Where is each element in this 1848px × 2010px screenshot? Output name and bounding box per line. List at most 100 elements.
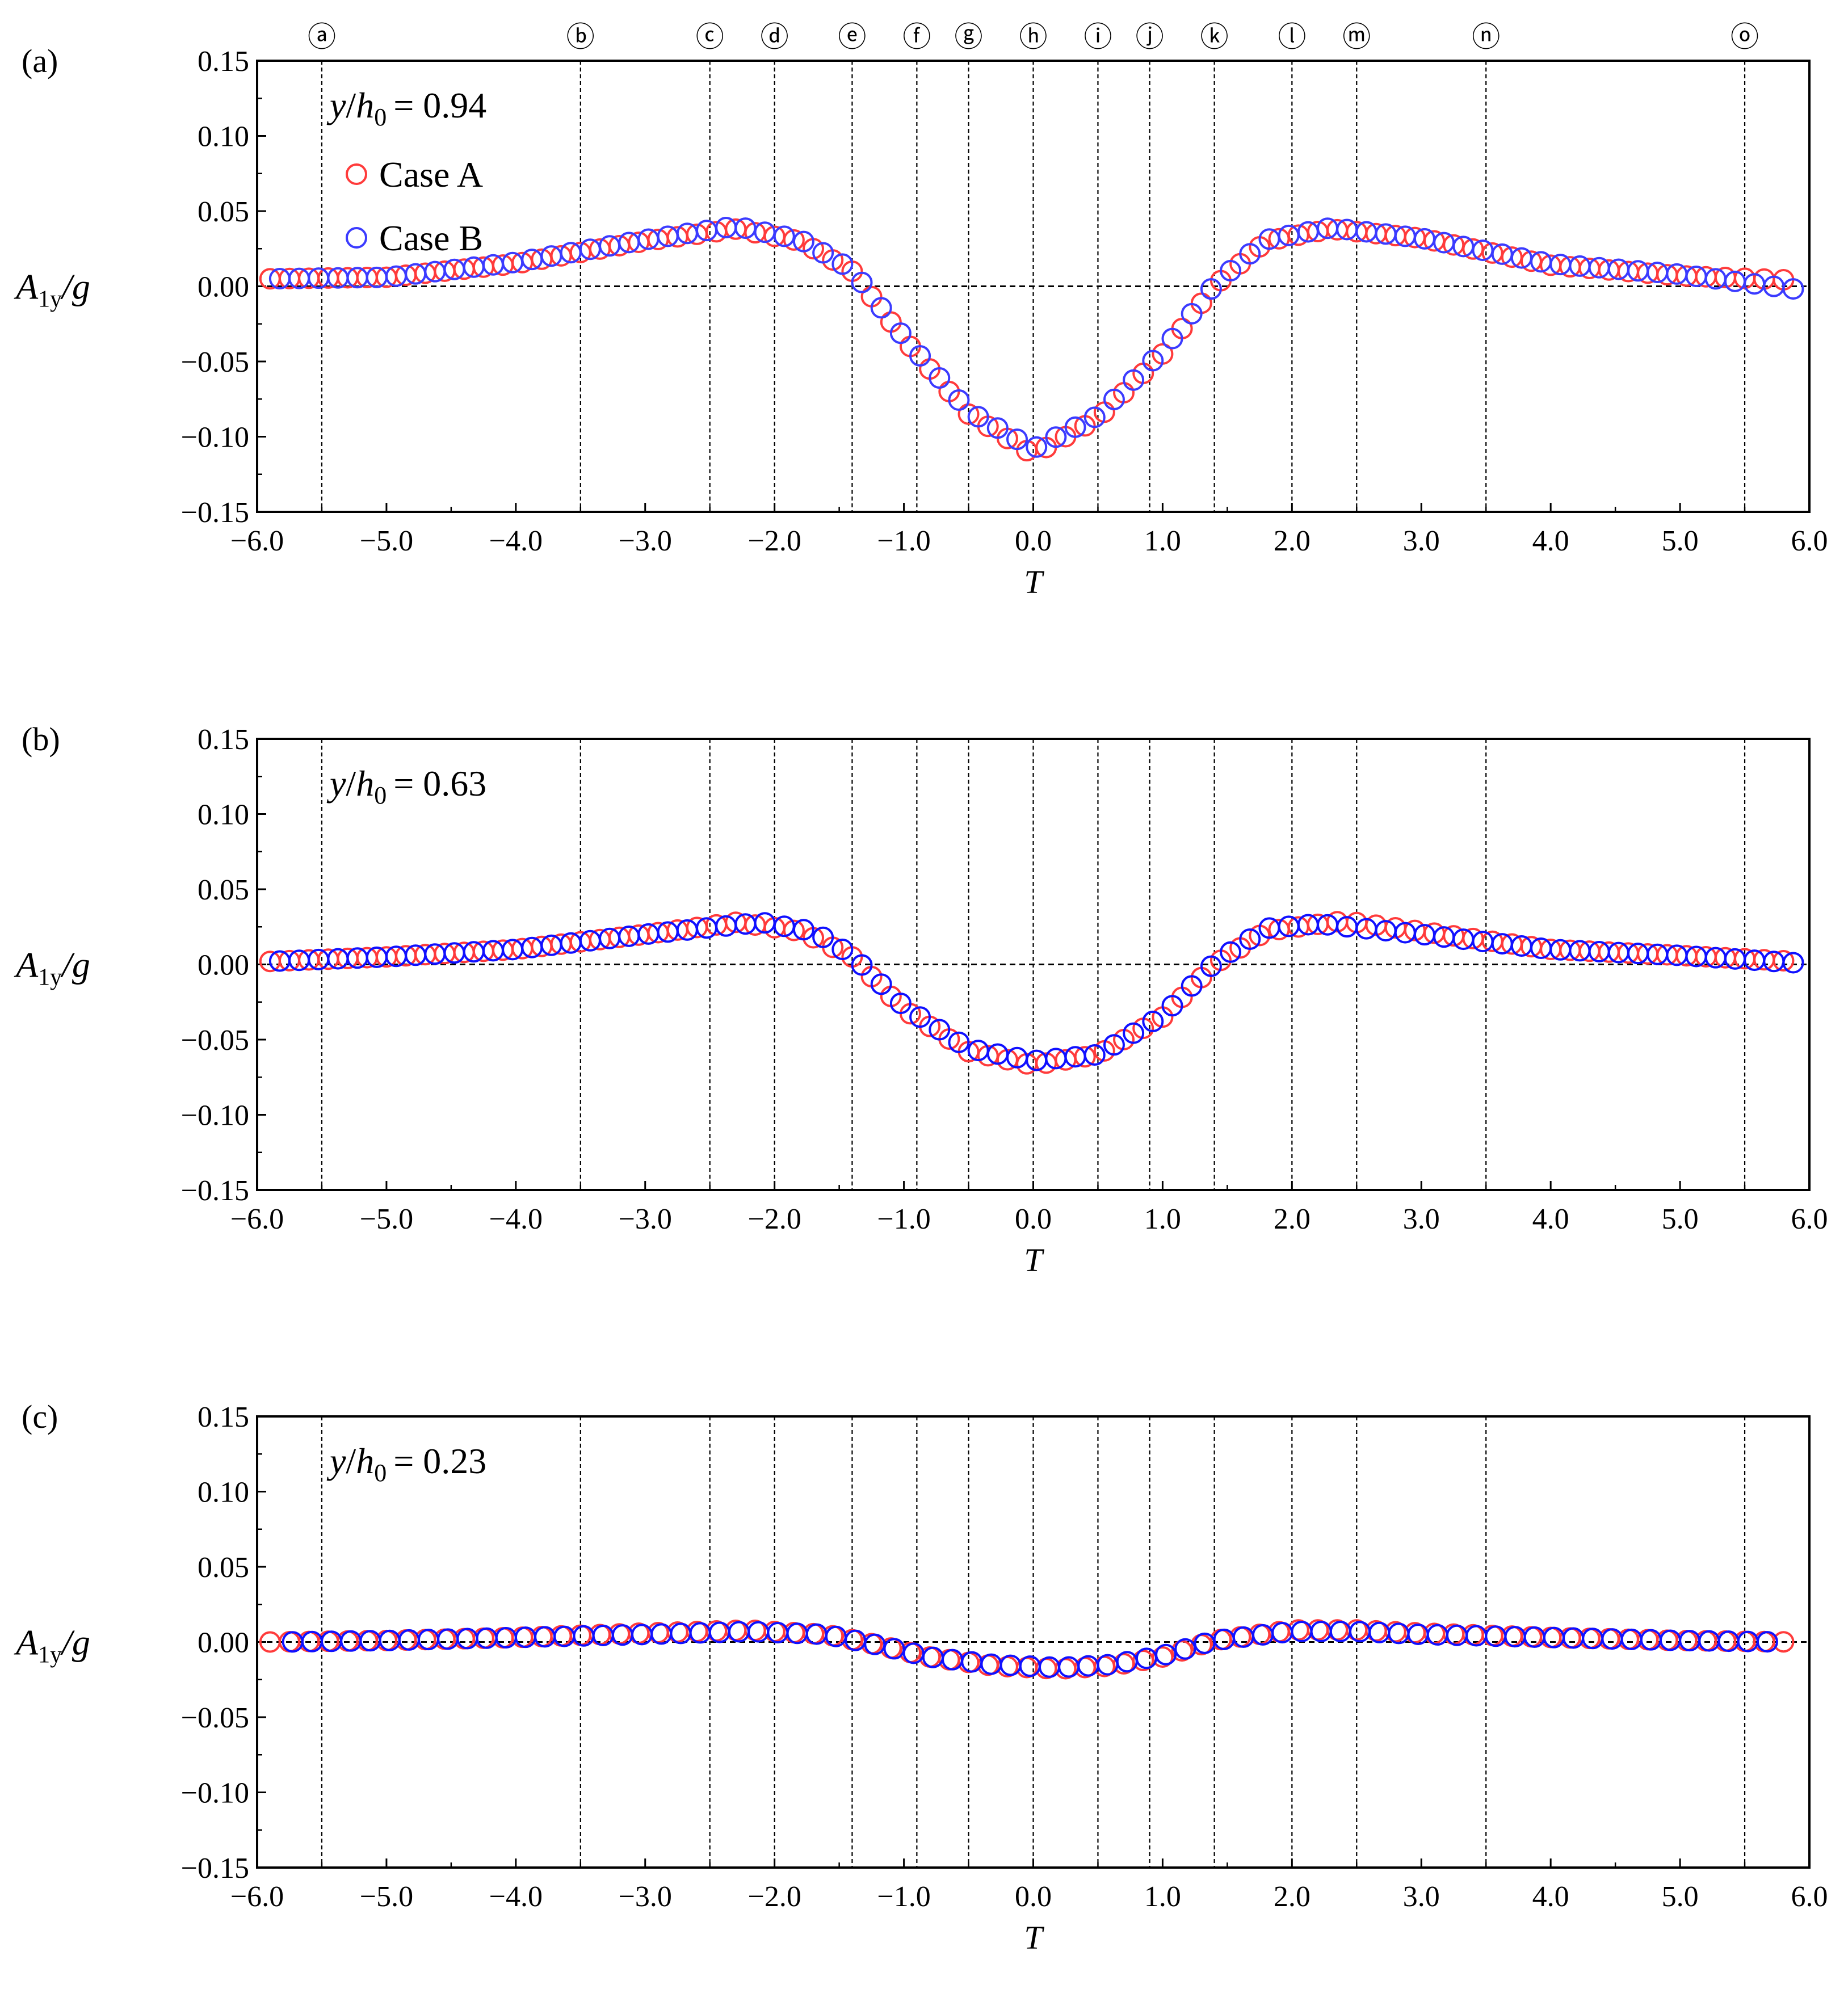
- y-tick-label: 0.05: [198, 874, 249, 906]
- data-point: [1773, 950, 1795, 972]
- event-marker-label: ⓜ: [1342, 21, 1371, 53]
- series-case-b: [268, 217, 1804, 458]
- data-point: [831, 253, 854, 275]
- y-axis-title-sub: 1y: [38, 1642, 62, 1668]
- x-tick-label: 5.0: [1662, 1881, 1699, 1913]
- y-axis-title-main: A: [14, 945, 39, 985]
- x-tick-label: −1.0: [877, 1881, 930, 1913]
- x-tick-label: −4.0: [489, 525, 543, 557]
- data-point: [783, 229, 805, 251]
- event-marker-label: ⓞ: [1731, 21, 1759, 53]
- annotation: y/h0 = 0.23: [326, 1441, 486, 1487]
- legend-marker: [346, 163, 367, 185]
- y-tick-label: 0.15: [198, 45, 249, 78]
- y-tick-label: 0.00: [198, 1627, 249, 1659]
- y-tick-label: 0.15: [198, 1401, 249, 1433]
- y-axis-title-sub: 1y: [38, 965, 62, 991]
- data-point: [870, 297, 892, 319]
- data-point: [1083, 406, 1106, 428]
- panel-a: 0.150.100.050.00−0.05−0.10−0.15−6.0 −5.0−…: [14, 43, 1828, 600]
- x-tick-label: 2.0: [1274, 1203, 1311, 1235]
- data-point: [812, 926, 834, 948]
- annotation-value: = 0.94: [393, 85, 486, 125]
- data-point: [1074, 1046, 1096, 1068]
- x-axis-title: T: [1024, 1242, 1044, 1279]
- data-point: [909, 1006, 931, 1028]
- data-point: [1155, 1643, 1177, 1666]
- data-point: [1006, 428, 1028, 451]
- annotation-sub: 0: [374, 781, 387, 809]
- data-point: [889, 993, 912, 1015]
- annotation-slash: /: [346, 1441, 356, 1481]
- data-point: [1773, 1631, 1795, 1653]
- data-point: [870, 973, 892, 995]
- data-point: [948, 389, 970, 411]
- data-point: [1123, 1022, 1145, 1044]
- x-tick-label: 0.0: [1015, 1881, 1052, 1913]
- data-point: [1239, 243, 1261, 265]
- x-tick-label: −3.0: [619, 525, 672, 557]
- y-tick-label: −0.15: [181, 497, 249, 529]
- y-axis-title-tail: /g: [60, 945, 90, 985]
- annotation-sub: 0: [374, 103, 387, 131]
- data-point: [1782, 278, 1804, 300]
- data-point: [1064, 416, 1086, 438]
- legend-entry: Case B: [379, 218, 483, 258]
- data-point: [1220, 260, 1242, 282]
- data-point: [889, 322, 912, 344]
- y-tick-label: 0.05: [198, 1551, 249, 1584]
- y-tick-label: −0.10: [181, 1100, 249, 1132]
- x-tick-label: 2.0: [1274, 1881, 1311, 1913]
- panel-c: 0.150.100.050.00−0.05−0.10−0.15−6.0 −5.0−…: [14, 1398, 1828, 1956]
- y-axis-title-tail: /g: [60, 267, 90, 307]
- annotation-slash: /: [346, 763, 356, 804]
- y-tick-label: 0.10: [198, 799, 249, 831]
- y-tick-label: 0.00: [198, 949, 249, 982]
- y-tick-label: 0.15: [198, 724, 249, 756]
- y-tick-label: 0.05: [198, 196, 249, 228]
- event-marker-label: ⓗ: [1019, 21, 1048, 53]
- data-point: [1083, 1044, 1106, 1066]
- x-tick-label: −2.0: [748, 1203, 801, 1235]
- x-tick-label: −2.0: [748, 525, 801, 557]
- y-tick-label: −0.05: [181, 1024, 249, 1057]
- event-marker-label: ⓓ: [761, 21, 789, 53]
- x-tick-label: 4.0: [1532, 1203, 1569, 1235]
- data-point: [851, 271, 873, 293]
- annotation: y/h0 = 0.63: [326, 763, 486, 809]
- legend-marker: [346, 227, 367, 249]
- data-point: [1756, 1631, 1778, 1653]
- event-marker-label: ⓙ: [1136, 21, 1164, 53]
- series-case-b: [282, 1620, 1778, 1678]
- data-point: [948, 1031, 970, 1053]
- x-tick-label: −4.0: [489, 1881, 543, 1913]
- data-point: [1181, 975, 1203, 997]
- x-tick-label: 0.0: [1015, 525, 1052, 557]
- x-tick-label: −2.0: [748, 1881, 801, 1913]
- x-tick-label: −5.0: [360, 525, 413, 557]
- x-tick-label: 3.0: [1403, 1203, 1440, 1235]
- x-tick-label: 6.0: [1791, 1203, 1828, 1235]
- x-tick-label: 0.0: [1015, 1203, 1052, 1235]
- data-point: [1045, 426, 1067, 448]
- series-case-a: [259, 911, 1795, 1075]
- data-point: [773, 225, 795, 247]
- x-tick-label: −6.0: [230, 525, 284, 557]
- data-point: [1103, 1034, 1125, 1056]
- annotation: y/h0 = 0.94: [326, 85, 486, 131]
- x-tick-label: −4.0: [489, 1203, 543, 1235]
- event-marker-label: ⓒ: [696, 21, 724, 53]
- data-point: [929, 1019, 951, 1041]
- event-marker-label: ⓑ: [566, 21, 595, 53]
- y-tick-label: 0.10: [198, 1477, 249, 1509]
- data-point: [1181, 302, 1203, 325]
- y-axis-title-sub: 1y: [38, 287, 62, 313]
- legend: Case A Case B: [346, 154, 483, 258]
- data-point: [1200, 278, 1222, 300]
- event-marker-label: ⓝ: [1472, 21, 1500, 53]
- data-point: [812, 242, 834, 264]
- legend-entry: Case A: [379, 154, 483, 195]
- x-axis-title: T: [1024, 564, 1044, 600]
- event-marker-label: ⓘ: [1083, 21, 1112, 53]
